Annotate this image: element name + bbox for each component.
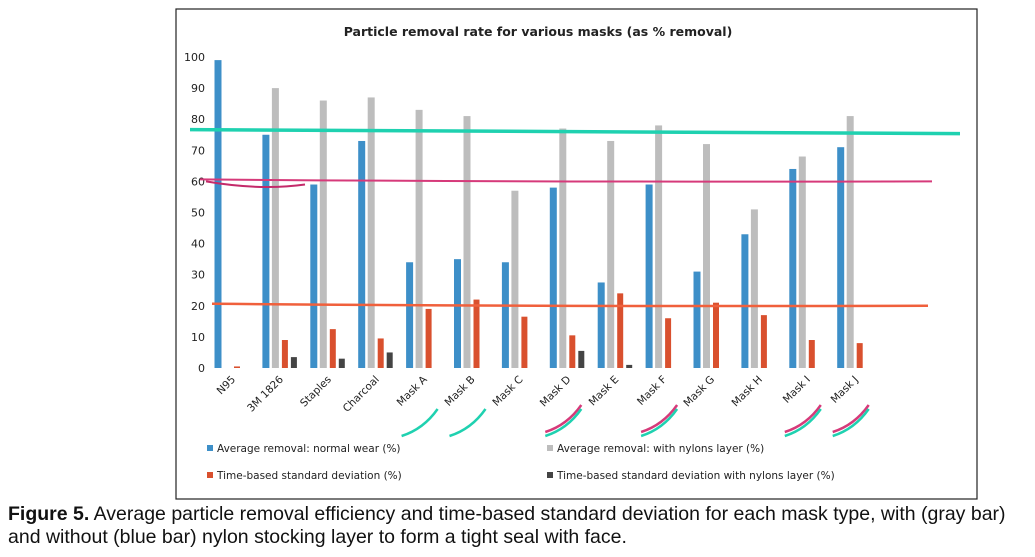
bar-staples-series-2	[319, 100, 327, 368]
annotation-line	[211, 302, 929, 308]
bar-mask-i-series-2	[798, 156, 806, 368]
bar-staples-series-1	[310, 184, 318, 368]
bar-mask-b-series-2	[463, 116, 471, 368]
bar-n95-series-3	[234, 366, 240, 368]
bar-mask-e-series-4	[626, 364, 633, 368]
bar-mask-e-series-1	[597, 282, 605, 368]
bar-3m-1826-series-2	[271, 88, 279, 368]
annotation-underline	[784, 408, 822, 438]
bar-n95-series-1	[214, 60, 222, 369]
annotation-underline	[544, 404, 583, 434]
y-tick-label: 10	[191, 331, 205, 344]
caption-text: Average particle removal efficiency and …	[8, 503, 1006, 548]
legend-swatch	[207, 472, 213, 478]
bar-mask-a-series-3	[425, 308, 432, 368]
legend-label: Time-based standard deviation (%)	[216, 470, 402, 482]
caption-label: Figure 5.	[8, 503, 90, 525]
bar-mask-e-series-2	[607, 140, 615, 368]
annotation-scribble	[205, 180, 306, 188]
bar-mask-j-series-1	[837, 147, 845, 368]
bar-charcoal-series-3	[377, 338, 384, 368]
bar-3m-1826-series-1	[262, 134, 270, 368]
annotation-underline	[544, 408, 583, 438]
legend-swatch	[547, 472, 553, 478]
y-tick-label: 60	[191, 175, 205, 188]
bar-mask-f-series-1	[645, 184, 653, 368]
bar-mask-d-series-2	[559, 128, 567, 368]
bar-mask-h-series-3	[760, 315, 767, 368]
annotation-underline	[449, 408, 487, 438]
annotation-underline	[640, 404, 679, 434]
annotation-underline	[640, 408, 679, 438]
y-tick-label: 70	[191, 144, 205, 157]
legend-label: Time-based standard deviation with nylon…	[556, 470, 835, 482]
bar-charcoal-series-1	[358, 140, 366, 368]
figure-caption: Figure 5. Average particle removal effic…	[8, 503, 1033, 549]
legend-label: Average removal: with nylons layer (%)	[557, 443, 764, 455]
bar-mask-g-series-2	[703, 144, 710, 368]
bar-mask-g-series-1	[693, 271, 701, 368]
y-tick-label: 40	[191, 238, 205, 251]
annotation-underline	[832, 404, 870, 434]
bar-staples-series-4	[338, 358, 345, 368]
bar-mask-c-series-2	[511, 190, 519, 368]
y-tick-label: 0	[198, 362, 205, 375]
annotation-underline	[784, 404, 822, 434]
y-tick-label: 80	[191, 113, 205, 126]
bar-mask-j-series-3	[856, 343, 863, 368]
y-tick-label: 50	[191, 207, 205, 220]
y-tick-label: 20	[191, 300, 205, 313]
bar-mask-a-series-1	[406, 262, 414, 368]
bar-mask-d-series-3	[569, 335, 576, 368]
legend-swatch	[547, 445, 553, 451]
y-tick-label: 30	[191, 269, 205, 282]
bar-mask-e-series-3	[617, 293, 624, 368]
bar-mask-i-series-1	[789, 168, 797, 368]
bar-mask-a-series-2	[415, 109, 423, 369]
bar-3m-1826-series-4	[290, 357, 297, 368]
bar-charcoal-series-2	[367, 97, 375, 369]
y-tick-label: 100	[184, 51, 205, 64]
bar-mask-f-series-2	[655, 125, 663, 368]
bar-mask-b-series-1	[454, 259, 461, 368]
annotation-line	[189, 127, 961, 136]
bar-mask-c-series-3	[521, 316, 528, 368]
y-tick-label: 90	[191, 82, 205, 95]
bar-mask-f-series-3	[665, 318, 672, 368]
bar-mask-h-series-2	[750, 209, 758, 368]
bar-mask-d-series-4	[578, 350, 585, 368]
annotation-underline	[832, 408, 870, 438]
annotation-underline	[401, 408, 439, 438]
bar-staples-series-3	[329, 329, 336, 368]
legend-swatch	[207, 445, 213, 451]
bar-3m-1826-series-3	[281, 340, 288, 368]
bar-mask-h-series-1	[741, 234, 749, 368]
bar-mask-b-series-3	[473, 299, 480, 368]
chart-title: Particle removal rate for various masks …	[344, 24, 733, 39]
annotation-line	[199, 178, 933, 183]
chart-border	[175, 8, 978, 500]
bar-mask-j-series-2	[846, 116, 854, 368]
bar-charcoal-series-4	[386, 352, 393, 368]
bar-mask-i-series-3	[808, 340, 815, 368]
bar-mask-c-series-1	[501, 262, 509, 368]
bar-mask-d-series-1	[549, 187, 557, 368]
legend-label: Average removal: normal wear (%)	[217, 443, 401, 455]
bar-mask-g-series-3	[713, 302, 719, 368]
